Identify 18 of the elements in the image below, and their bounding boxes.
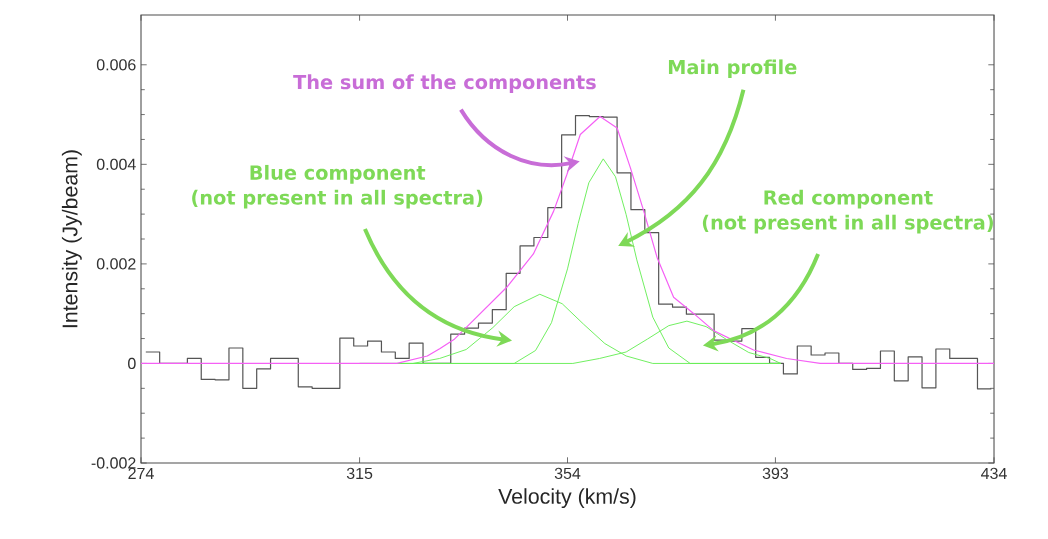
annotation: Blue component [250,164,426,184]
y-tick-label: 0.004 [96,158,136,170]
x-axis-title: Velocity (km/s) [498,488,636,509]
y-tick-label: 0.002 [96,258,136,270]
annotation: The sum of the components [293,74,596,94]
annotation: Main profile [668,59,797,79]
x-tick-label: 434 [981,467,1007,480]
x-tick-label: 354 [554,467,581,480]
x-tick-label: 315 [346,467,373,480]
annotation: Red component [764,189,933,209]
annotation: (not present in all spectra) [192,189,483,209]
y-tick-label: 0 [128,357,136,370]
x-tick-label: 393 [762,467,789,480]
annotation: (not present in all spectra) [702,214,993,234]
y-axis-title: Intensity (Jy/beam) [61,150,82,328]
y-tick-label: -0.002 [91,457,136,469]
y-tick-label: 0.006 [96,59,136,71]
x-tick-label: 274 [128,467,154,479]
